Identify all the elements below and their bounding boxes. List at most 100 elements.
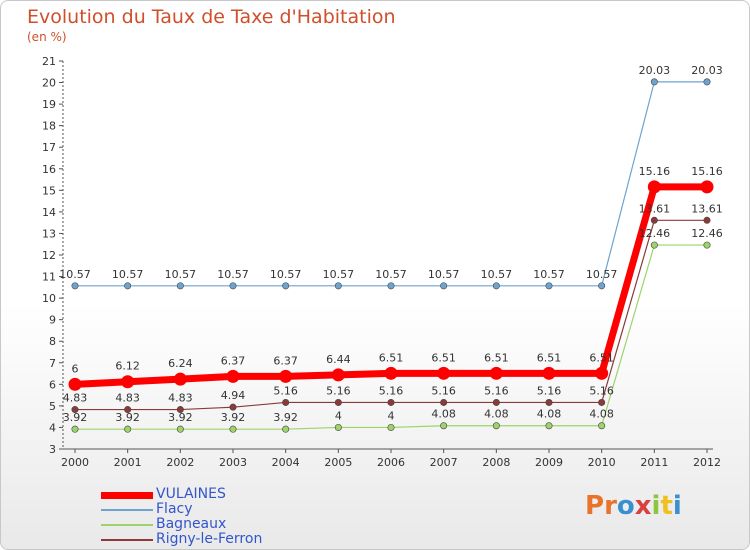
data-label: 12.46	[691, 227, 723, 240]
data-point	[124, 425, 132, 433]
data-label: 4.83	[168, 392, 193, 405]
y-tick-label: 16	[42, 163, 56, 176]
legend-swatch	[101, 539, 153, 541]
x-tick-label: 2001	[114, 456, 142, 469]
logo-letter: t	[660, 491, 673, 521]
data-label: 6.37	[273, 354, 298, 367]
data-label: 6.51	[537, 351, 562, 364]
x-tick-label: 2012	[693, 456, 721, 469]
data-point	[68, 377, 82, 391]
data-label: 4.08	[484, 408, 509, 421]
data-label: 15.16	[639, 165, 671, 178]
data-point	[492, 422, 500, 430]
data-point	[545, 398, 553, 406]
data-point	[71, 425, 79, 433]
y-tick-label: 7	[49, 357, 56, 370]
legend-label: Bagneaux	[156, 516, 227, 532]
data-point	[703, 241, 711, 249]
data-point	[650, 216, 658, 224]
y-tick-label: 6	[49, 378, 56, 391]
x-tick-label: 2010	[588, 456, 616, 469]
logo-letter: i	[672, 491, 682, 521]
data-point	[545, 422, 553, 430]
data-point	[384, 366, 398, 380]
data-point	[226, 369, 240, 383]
data-point	[121, 375, 135, 389]
data-label: 6.24	[168, 357, 193, 370]
data-point	[124, 282, 132, 290]
data-label: 6.51	[589, 351, 614, 364]
y-tick-label: 18	[42, 120, 56, 133]
data-label: 5.16	[273, 384, 298, 397]
x-tick-label: 2006	[377, 456, 405, 469]
data-label: 12.46	[639, 227, 671, 240]
data-label: 5.16	[537, 384, 562, 397]
data-point	[279, 369, 293, 383]
data-label: 15.16	[691, 165, 723, 178]
y-tick-label: 3	[49, 443, 56, 456]
y-tick-label: 20	[42, 77, 56, 90]
x-tick-label: 2007	[430, 456, 458, 469]
data-point	[334, 398, 342, 406]
data-point	[282, 398, 290, 406]
y-tick-label: 12	[42, 249, 56, 262]
data-label: 6.51	[431, 351, 456, 364]
data-label: 5.16	[431, 384, 456, 397]
data-point	[229, 425, 237, 433]
chart-title: Evolution du Taux de Taxe d'Habitation	[27, 6, 396, 28]
y-tick-label: 10	[42, 292, 56, 305]
data-point	[647, 180, 661, 194]
data-point	[440, 398, 448, 406]
data-point	[598, 282, 606, 290]
data-point	[387, 282, 395, 290]
legend-label: Flacy	[156, 501, 193, 517]
data-label: 4.08	[589, 408, 614, 421]
logo-letter: r	[604, 491, 617, 521]
data-point	[650, 78, 658, 86]
data-point	[176, 282, 184, 290]
data-label: 13.61	[639, 202, 671, 215]
data-label: 10.57	[428, 268, 460, 281]
data-point	[334, 423, 342, 431]
series-line-flacy	[75, 81, 707, 287]
data-label: 6.37	[221, 354, 246, 367]
logo-letter: P	[585, 491, 605, 521]
logo-letter: i	[651, 491, 661, 521]
data-point	[440, 282, 448, 290]
legend-swatch	[101, 524, 153, 526]
legend-swatch	[101, 491, 153, 499]
legend-label: VULAINES	[156, 486, 226, 502]
data-label: 6.44	[326, 353, 351, 366]
data-point	[545, 282, 553, 290]
y-tick-label: 17	[42, 141, 56, 154]
data-point	[650, 241, 658, 249]
data-label: 10.57	[59, 268, 91, 281]
data-label: 5.16	[484, 384, 509, 397]
legend-label: Rigny-le-Ferron	[156, 531, 263, 547]
data-label: 4	[388, 409, 395, 422]
data-point	[703, 216, 711, 224]
x-tick-label: 2005	[324, 456, 352, 469]
data-label: 5.16	[379, 384, 404, 397]
y-unit-label: (en %)	[27, 30, 67, 44]
data-point	[387, 423, 395, 431]
data-label: 20.03	[639, 64, 671, 77]
series-points	[68, 78, 714, 433]
axes: 3 4 5 6 7 8 9 10 11 12 13 14 15 16 17 18 19 20 21 2000 2001 2…	[42, 55, 721, 469]
data-label: 10.57	[533, 268, 565, 281]
data-labels: 6 6.12 6.24 6.37 6.37 6.44 6.51 6.51 6.51 6.51 6.5…	[59, 64, 723, 424]
logo-letter: o	[616, 491, 635, 521]
data-label: 10.57	[112, 268, 144, 281]
data-label: 3.92	[63, 411, 88, 424]
data-point	[595, 366, 609, 380]
y-tick-label: 19	[42, 98, 56, 111]
data-label: 3.92	[115, 411, 140, 424]
x-tick-label: 2000	[61, 456, 89, 469]
data-point	[440, 422, 448, 430]
data-point	[282, 425, 290, 433]
data-label: 10.57	[270, 268, 302, 281]
data-label: 10.57	[323, 268, 355, 281]
data-label: 10.57	[165, 268, 197, 281]
y-tick-label: 13	[42, 227, 56, 240]
data-point	[71, 282, 79, 290]
